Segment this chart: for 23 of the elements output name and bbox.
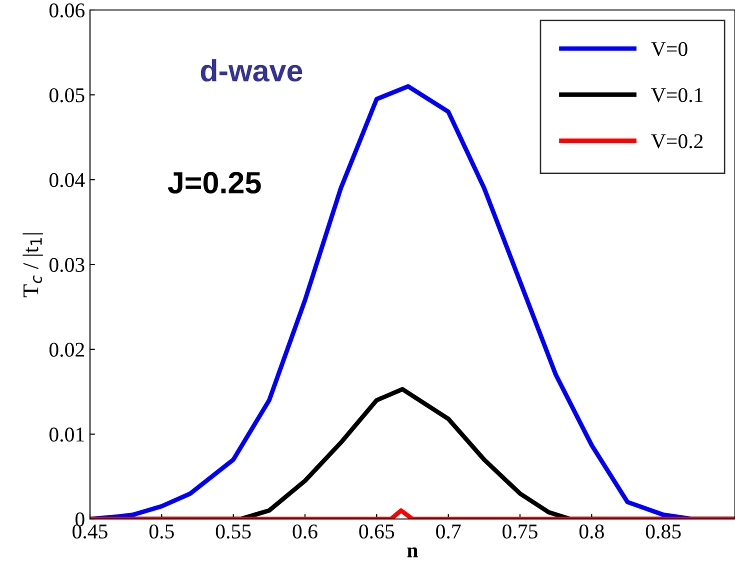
legend-label: V=0.2	[651, 134, 703, 148]
y-axis-title: T$_{c}$ / |t$_{1}$|	[22, 233, 43, 298]
y-tick-label: 0.03	[49, 258, 84, 272]
x-tick-label: 0.65	[359, 524, 394, 539]
y-tick-label: 0.06	[49, 3, 85, 18]
annotation: J=0.25	[168, 172, 261, 194]
legend-label: V=0	[651, 42, 688, 56]
annotation: d-wave	[200, 59, 302, 82]
y-tick-label: 0.02	[49, 342, 84, 357]
y-tick-label: 0.05	[49, 88, 84, 102]
y-tick-label: 0.04	[49, 173, 85, 188]
x-tick-label: 0.75	[502, 524, 538, 539]
y-tick-label: 0	[76, 512, 84, 526]
x-tick-label: 0.8	[579, 524, 604, 539]
legend-label: V=0.1	[651, 88, 702, 102]
x-axis-title: n	[407, 547, 418, 558]
x-tick-label: 0.6	[292, 524, 318, 539]
x-tick-label: 0.45	[72, 524, 108, 539]
x-tick-label: 0.85	[646, 524, 681, 539]
x-tick-label: 0.7	[436, 524, 461, 539]
y-tick-label: 0.01	[49, 428, 84, 442]
x-tick-label: 0.55	[216, 524, 251, 539]
x-tick-label: 0.5	[149, 524, 174, 539]
